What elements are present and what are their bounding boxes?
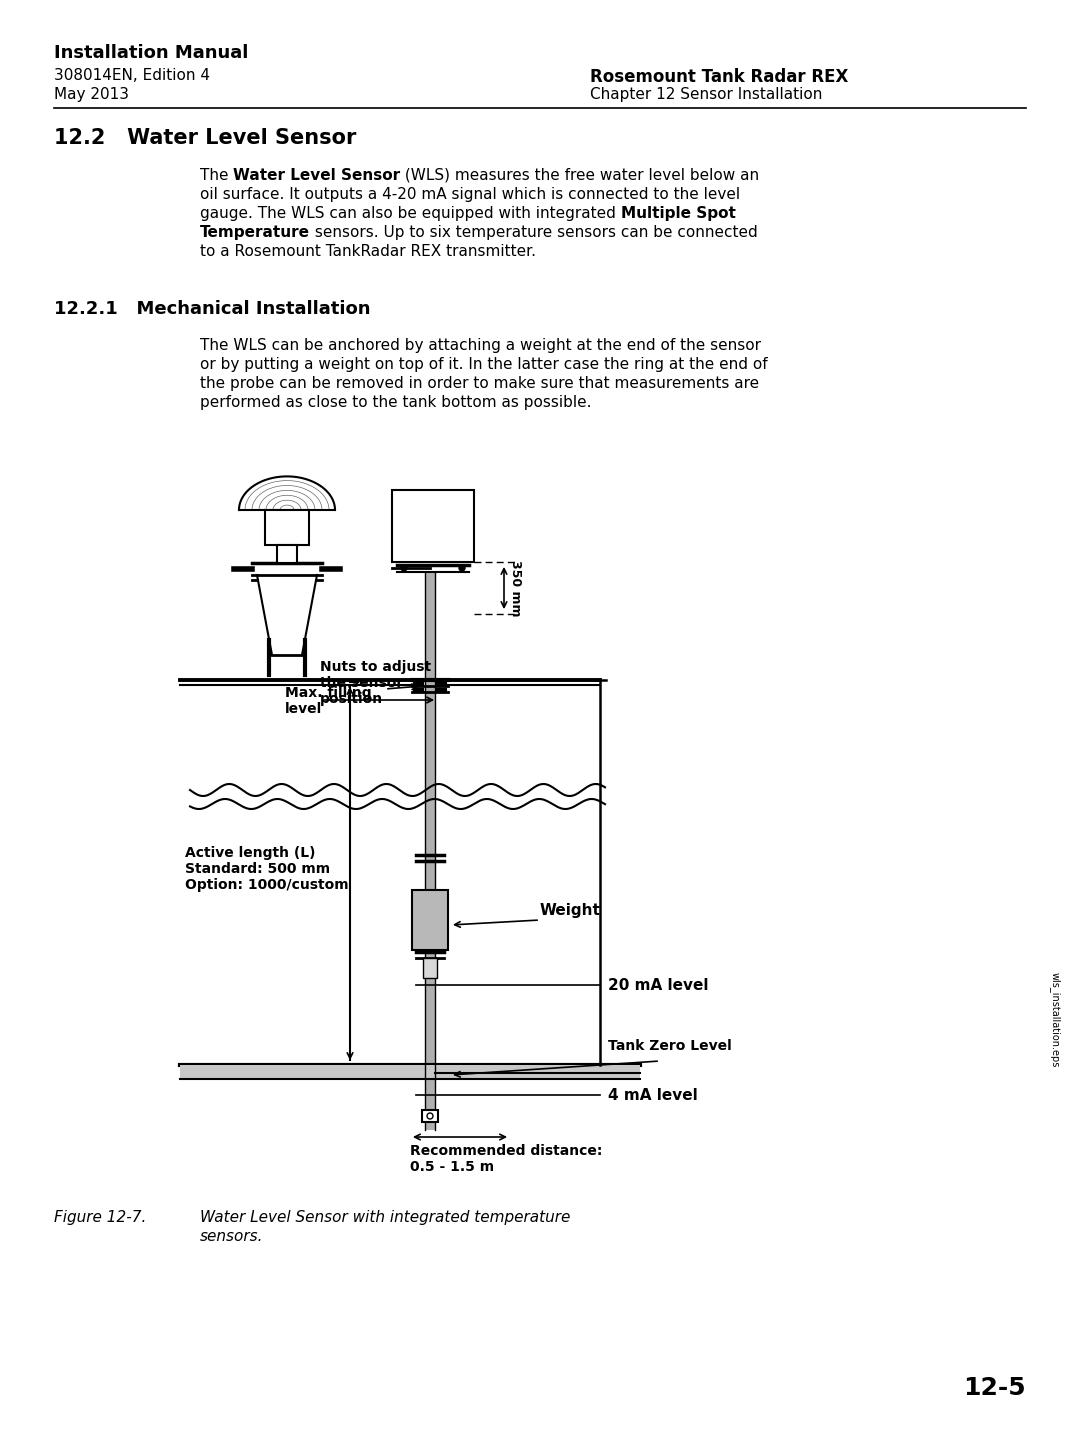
Text: sensors. Up to six temperature sensors can be connected: sensors. Up to six temperature sensors c… bbox=[310, 225, 758, 239]
Text: (WLS) measures the free water level below an: (WLS) measures the free water level belo… bbox=[401, 168, 759, 184]
Bar bbox=[423, 958, 437, 978]
Text: 12.2   Water Level Sensor: 12.2 Water Level Sensor bbox=[54, 128, 356, 148]
Text: Nuts to adjust
the sensor
position: Nuts to adjust the sensor position bbox=[320, 660, 431, 707]
Text: the probe can be removed in order to make sure that measurements are: the probe can be removed in order to mak… bbox=[200, 376, 759, 391]
Text: 12-5: 12-5 bbox=[963, 1377, 1026, 1400]
Bar bbox=[426, 574, 435, 1130]
Bar bbox=[276, 545, 297, 564]
Text: sensors.: sensors. bbox=[200, 1229, 264, 1245]
Text: Max. filling
level: Max. filling level bbox=[285, 685, 372, 716]
Text: Water Level Sensor with integrated temperature: Water Level Sensor with integrated tempe… bbox=[200, 1210, 570, 1225]
Text: Multiple Spot: Multiple Spot bbox=[621, 206, 735, 221]
Circle shape bbox=[459, 565, 465, 571]
Text: May 2013: May 2013 bbox=[54, 87, 129, 102]
Text: Tank Zero Level: Tank Zero Level bbox=[608, 1040, 732, 1053]
Text: 350 mm: 350 mm bbox=[510, 559, 523, 617]
Bar bbox=[422, 1110, 438, 1121]
Text: Recommended distance:
0.5 - 1.5 m: Recommended distance: 0.5 - 1.5 m bbox=[410, 1144, 603, 1174]
Text: Figure 12-7.: Figure 12-7. bbox=[54, 1210, 147, 1225]
Text: The: The bbox=[200, 168, 233, 184]
Text: gauge. The WLS can also be equipped with integrated: gauge. The WLS can also be equipped with… bbox=[200, 206, 621, 221]
Bar bbox=[411, 891, 448, 949]
Bar bbox=[265, 511, 309, 545]
Text: Rosemount Tank Radar REX: Rosemount Tank Radar REX bbox=[590, 67, 849, 86]
Circle shape bbox=[401, 565, 407, 571]
Text: 308014EN, Edition 4: 308014EN, Edition 4 bbox=[54, 67, 210, 83]
Bar bbox=[392, 490, 474, 562]
Text: Temperature: Temperature bbox=[200, 225, 310, 239]
Text: to a Rosemount TankRadar REX transmitter.: to a Rosemount TankRadar REX transmitter… bbox=[200, 244, 536, 260]
Text: Active length (L)
Standard: 500 mm
Option: 1000/custom: Active length (L) Standard: 500 mm Optio… bbox=[185, 846, 349, 892]
Text: Weight: Weight bbox=[540, 902, 600, 918]
Text: 12.2.1   Mechanical Installation: 12.2.1 Mechanical Installation bbox=[54, 300, 370, 318]
Text: oil surface. It outputs a 4-20 mA signal which is connected to the level: oil surface. It outputs a 4-20 mA signal… bbox=[200, 186, 740, 202]
Text: performed as close to the tank bottom as possible.: performed as close to the tank bottom as… bbox=[200, 394, 592, 410]
Text: wls_installation.eps: wls_installation.eps bbox=[1050, 972, 1061, 1068]
Bar bbox=[180, 1065, 640, 1078]
Text: or by putting a weight on top of it. In the latter case the ring at the end of: or by putting a weight on top of it. In … bbox=[200, 357, 768, 371]
Text: The WLS can be anchored by attaching a weight at the end of the sensor: The WLS can be anchored by attaching a w… bbox=[200, 338, 761, 353]
Text: 20 mA level: 20 mA level bbox=[608, 978, 708, 992]
Text: 4 mA level: 4 mA level bbox=[608, 1087, 698, 1103]
Text: Installation Manual: Installation Manual bbox=[54, 44, 248, 62]
Text: Water Level Sensor: Water Level Sensor bbox=[233, 168, 401, 184]
Text: Chapter 12 Sensor Installation: Chapter 12 Sensor Installation bbox=[590, 87, 822, 102]
